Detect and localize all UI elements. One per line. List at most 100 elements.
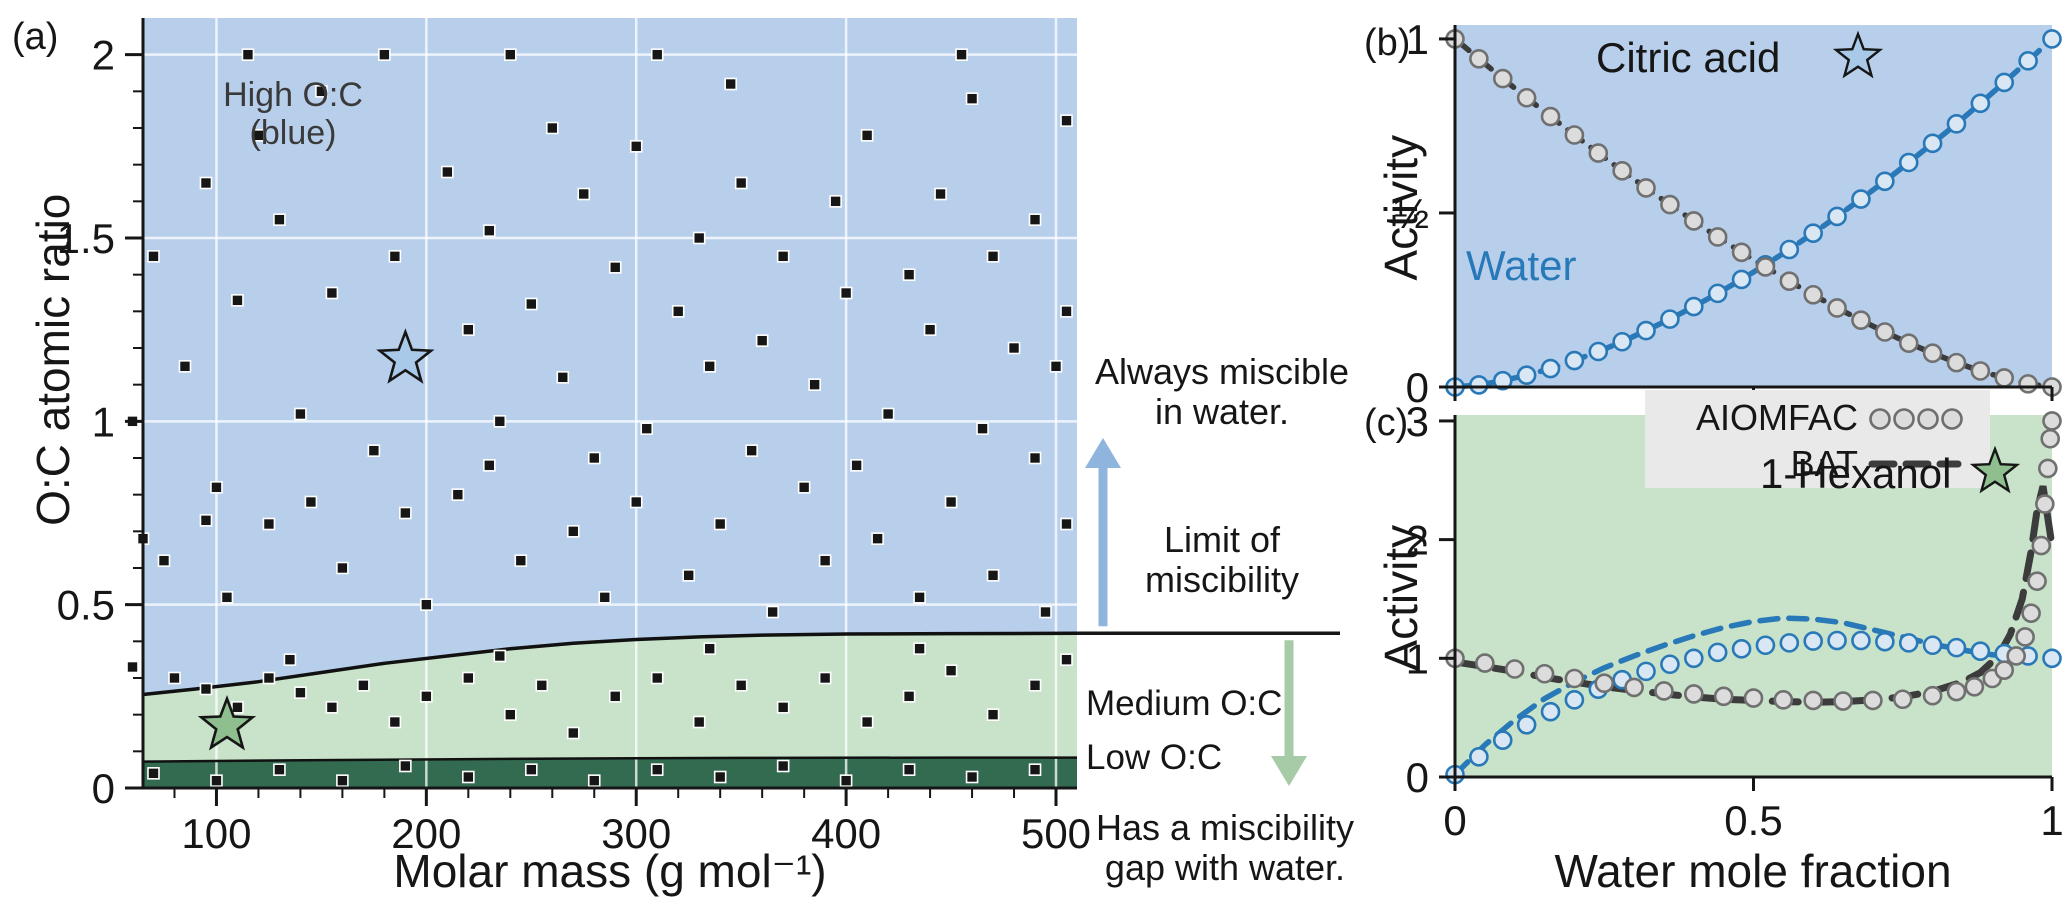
marker-water: [1516, 365, 1537, 385]
hexanol-series-label: 1-Hexanol: [1760, 450, 1952, 497]
tick-label: 1: [1406, 16, 1429, 63]
marker-1-hexanol-aiomfac: [1994, 660, 2015, 680]
marker-water: [1827, 206, 1847, 227]
region-high-oc-label: High O:C (blue): [223, 76, 363, 153]
marker-1-hexanol-aiomfac: [2031, 535, 2052, 556]
scatter-point: [629, 140, 643, 153]
marker-water-aiomfac: [1516, 714, 1537, 735]
scatter-point: [734, 679, 748, 692]
marker-citric-acid: [1970, 361, 1991, 381]
marker-water-aiomfac: [1564, 690, 1585, 710]
scatter-point: [504, 48, 517, 61]
marker-1-hexanol-aiomfac: [1773, 690, 1794, 710]
scatter-point: [776, 759, 790, 773]
scatter-point: [1028, 763, 1042, 776]
marker-1-hexanol-aiomfac: [1654, 681, 1674, 701]
scatter-point: [1060, 517, 1073, 531]
marker-water: [1588, 341, 1609, 362]
marker-water-aiomfac: [1684, 648, 1704, 669]
scatter-point: [147, 767, 160, 780]
scatter-point: [703, 642, 716, 655]
marker-water: [2042, 29, 2062, 49]
scatter-point: [577, 187, 591, 201]
tick-label: 1: [92, 398, 115, 445]
marker-citric-acid: [1827, 298, 1847, 318]
tick-label: 1: [2040, 797, 2063, 844]
marker-water-aiomfac: [1660, 654, 1680, 675]
scatter-point: [210, 481, 223, 494]
scatter-point: [336, 774, 349, 787]
scatter-point: [808, 378, 821, 391]
marker-1-hexanol-aiomfac: [1803, 690, 1823, 711]
scatter-point: [273, 763, 286, 776]
tick-label: 0: [1406, 364, 1429, 411]
scatter-point: [147, 250, 160, 263]
legend-bat-label: BAT: [1790, 443, 1858, 484]
scatter-point: [650, 48, 664, 61]
annotation-miscibility-gap: Has a miscibility gap with water.: [1095, 807, 1355, 889]
scatter-point: [923, 323, 937, 336]
always-miscible-arrowhead-icon: [1085, 438, 1121, 468]
legend-aiomfac-label: AIOMFAC: [1695, 397, 1858, 438]
annotation-always-miscible: Always miscible in water.: [1094, 351, 1350, 433]
marker-water-aiomfac: [1755, 635, 1776, 656]
marker-1-hexanol-aiomfac: [1892, 689, 1913, 710]
scatter-point: [881, 407, 895, 421]
marker-water: [1946, 114, 1967, 134]
scatter-point: [304, 495, 318, 509]
scatter-point: [1039, 605, 1052, 619]
marker-citric-acid: [1564, 125, 1585, 145]
marker-water: [1660, 309, 1680, 329]
marker-water-aiomfac: [1875, 631, 1895, 652]
series-line-water-bat: [1452, 615, 2055, 778]
tick-label: 1: [1406, 635, 1429, 682]
scatter-point: [199, 176, 213, 190]
scatter-point: [944, 495, 958, 509]
1-hexanol-star-marker: [197, 694, 257, 751]
scatter-point: [1049, 360, 1063, 373]
citric-acid-star-icon: [1832, 30, 1884, 79]
scatter-point: [325, 701, 339, 714]
scatter-point: [776, 701, 790, 714]
scatter-point: [965, 92, 979, 105]
panel-a-y-axis-title: O:C atomic ratio: [27, 193, 80, 526]
scatter-point: [650, 763, 664, 776]
legend-aiomfac-marker-icon: [1917, 408, 1939, 430]
marker-1-hexanol-aiomfac: [1564, 668, 1585, 689]
marker-1-hexanol-aiomfac: [2042, 411, 2062, 431]
panel-c-label: (c): [1364, 402, 1409, 444]
marker-citric-acid: [1875, 322, 1895, 342]
marker-citric-acid: [1612, 161, 1632, 181]
marker-citric-acid: [1516, 87, 1537, 108]
scatter-point: [273, 213, 286, 226]
marker-water-aiomfac: [1636, 661, 1656, 682]
scatter-point: [1060, 653, 1073, 666]
scatter-point: [157, 554, 171, 567]
scatter-point: [871, 532, 884, 545]
annotation-limit-of-miscibility: Limit of miscibility: [1144, 519, 1299, 601]
scatter-point: [976, 422, 989, 435]
scatter-point: [902, 268, 916, 281]
scatter-point: [336, 561, 349, 575]
scatter-point: [524, 763, 538, 776]
scatter-point: [682, 569, 696, 582]
marker-1-hexanol-aiomfac: [2015, 627, 2035, 647]
marker-citric-acid: [2018, 374, 2038, 394]
marker-1-hexanol-aiomfac: [1624, 677, 1644, 698]
scatter-point: [608, 690, 622, 703]
scatter-point: [325, 286, 339, 300]
marker-water: [1492, 370, 1513, 391]
scatter-point: [556, 371, 570, 384]
marker-citric-acid: [1994, 368, 2015, 388]
marker-water-aiomfac: [1731, 639, 1752, 659]
scatter-point: [598, 591, 612, 604]
marker-water-aiomfac: [1707, 642, 1728, 663]
tick-label: 0: [1443, 797, 1466, 844]
scatter-point: [986, 569, 1000, 582]
marker-1-hexanol-aiomfac: [1713, 686, 1734, 707]
scatter-point: [357, 679, 370, 692]
scatter-point: [231, 294, 244, 307]
marker-1-hexanol-aiomfac: [1475, 653, 1495, 673]
marker-citric-acid: [1588, 143, 1609, 163]
marker-citric-acid: [1779, 271, 1800, 291]
